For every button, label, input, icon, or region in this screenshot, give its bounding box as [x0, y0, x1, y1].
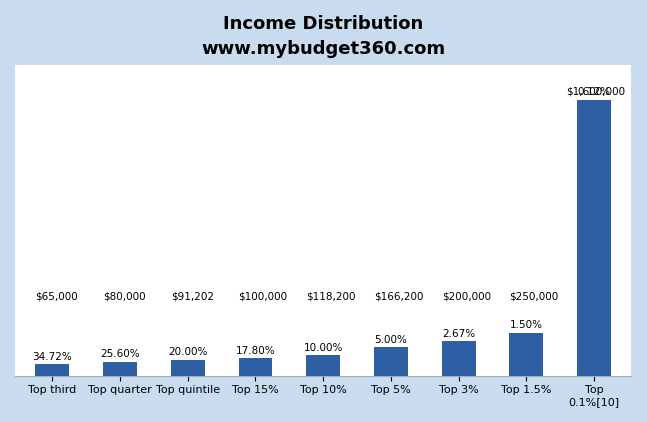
Bar	[509, 333, 543, 376]
Text: 34.72%: 34.72%	[32, 352, 72, 362]
Bar	[374, 347, 408, 376]
Bar	[36, 365, 69, 376]
Bar	[171, 360, 204, 376]
Bar	[306, 355, 340, 376]
Text: $91,202: $91,202	[171, 291, 214, 301]
Bar	[239, 358, 272, 376]
Text: 2.67%: 2.67%	[442, 329, 475, 339]
Text: $166,200: $166,200	[374, 291, 424, 301]
Text: 20.00%: 20.00%	[168, 347, 208, 357]
Text: 17.80%: 17.80%	[236, 346, 275, 356]
Text: 0.12%: 0.12%	[578, 87, 611, 97]
Text: 10.00%: 10.00%	[303, 343, 343, 353]
Text: $118,200: $118,200	[306, 291, 356, 301]
Text: $250,000: $250,000	[509, 291, 559, 301]
Text: $100,000: $100,000	[239, 291, 288, 301]
Text: 5.00%: 5.00%	[375, 335, 408, 344]
Text: $1,600,000: $1,600,000	[566, 87, 626, 97]
Bar	[442, 341, 476, 376]
Text: $200,000: $200,000	[442, 291, 491, 301]
Text: $65,000: $65,000	[36, 291, 78, 301]
Bar	[577, 100, 611, 376]
Text: $80,000: $80,000	[103, 291, 146, 301]
Text: 25.60%: 25.60%	[100, 349, 140, 360]
Text: 1.50%: 1.50%	[510, 320, 543, 330]
Title: Income Distribution
www.mybudget360.com: Income Distribution www.mybudget360.com	[201, 15, 445, 58]
Bar	[103, 362, 137, 376]
